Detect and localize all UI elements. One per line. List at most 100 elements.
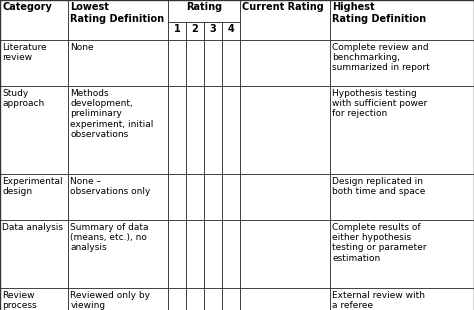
Text: 1: 1 [173, 24, 181, 34]
Bar [168, 174, 186, 220]
Bar [204, 220, 222, 288]
Bar [222, 220, 240, 288]
Bar [0, 86, 68, 174]
Bar [186, 40, 204, 86]
Text: Complete results of
either hypothesis
testing or parameter
estimation: Complete results of either hypothesis te… [332, 223, 427, 263]
Bar [168, 174, 186, 220]
Bar [240, 288, 330, 310]
Bar [186, 22, 204, 40]
Bar [186, 288, 204, 310]
Text: 4: 4 [228, 24, 234, 34]
Bar [186, 288, 204, 310]
Text: Category: Category [2, 2, 52, 12]
Bar [168, 0, 240, 22]
Text: Review
process: Review process [2, 290, 37, 310]
Bar [330, 0, 474, 40]
Bar [204, 22, 222, 40]
Bar [68, 174, 168, 220]
Bar [186, 220, 204, 288]
Bar [0, 86, 68, 174]
Text: Lowest
Rating Definition: Lowest Rating Definition [71, 2, 164, 24]
Bar [168, 86, 186, 174]
Text: Literature
review: Literature review [2, 42, 47, 62]
Bar [330, 174, 474, 220]
Bar [204, 174, 222, 220]
Bar [240, 0, 330, 40]
Bar [204, 288, 222, 310]
Text: None: None [71, 42, 94, 51]
Bar [0, 0, 68, 40]
Bar [168, 220, 186, 288]
Text: Methods
development,
preliminary
experiment, initial
observations: Methods development, preliminary experim… [71, 88, 154, 139]
Bar [168, 22, 186, 40]
Bar [68, 0, 168, 40]
Bar [222, 40, 240, 86]
Bar [222, 288, 240, 310]
Text: None –
observations only: None – observations only [71, 176, 151, 196]
Bar [240, 174, 330, 220]
Bar [68, 220, 168, 288]
Bar [204, 40, 222, 86]
Bar [204, 86, 222, 174]
Bar [204, 40, 222, 86]
Bar [222, 22, 240, 40]
Text: Reviewed only by
viewing
presentation or by
director: Reviewed only by viewing presentation or… [71, 290, 154, 310]
Bar [240, 86, 330, 174]
Bar [240, 40, 330, 86]
Bar [240, 288, 330, 310]
Bar [68, 0, 168, 40]
Bar [0, 174, 68, 220]
Bar [240, 174, 330, 220]
Bar [330, 86, 474, 174]
Bar [168, 0, 240, 22]
Bar [68, 288, 168, 310]
Bar [186, 174, 204, 220]
Bar [168, 40, 186, 86]
Bar [240, 86, 330, 174]
Bar [222, 174, 240, 220]
Text: Hypothesis testing
with sufficient power
for rejection: Hypothesis testing with sufficient power… [332, 88, 428, 118]
Bar [222, 288, 240, 310]
Text: Design replicated in
both time and space: Design replicated in both time and space [332, 176, 426, 196]
Bar [330, 288, 474, 310]
Bar [222, 40, 240, 86]
Bar [0, 0, 68, 40]
Bar [204, 174, 222, 220]
Bar [186, 220, 204, 288]
Text: Data analysis: Data analysis [2, 223, 64, 232]
Bar [330, 220, 474, 288]
Bar [204, 86, 222, 174]
Bar [330, 174, 474, 220]
Bar [186, 86, 204, 174]
Text: Experimental
design: Experimental design [2, 176, 63, 196]
Bar [222, 22, 240, 40]
Bar [330, 86, 474, 174]
Bar [168, 40, 186, 86]
Bar [330, 40, 474, 86]
Bar [168, 22, 186, 40]
Bar [0, 220, 68, 288]
Bar [240, 220, 330, 288]
Bar [68, 40, 168, 86]
Bar [330, 220, 474, 288]
Bar [186, 40, 204, 86]
Text: Rating: Rating [186, 2, 222, 12]
Bar [168, 220, 186, 288]
Text: Highest
Rating Definition: Highest Rating Definition [332, 2, 427, 24]
Bar [68, 86, 168, 174]
Bar [0, 40, 68, 86]
Bar [168, 86, 186, 174]
Bar [68, 174, 168, 220]
Bar [204, 220, 222, 288]
Bar [0, 288, 68, 310]
Bar [68, 86, 168, 174]
Bar [68, 288, 168, 310]
Bar [0, 288, 68, 310]
Bar [222, 86, 240, 174]
Bar [222, 220, 240, 288]
Bar [222, 86, 240, 174]
Bar [68, 40, 168, 86]
Bar [330, 288, 474, 310]
Bar [0, 174, 68, 220]
Bar [186, 22, 204, 40]
